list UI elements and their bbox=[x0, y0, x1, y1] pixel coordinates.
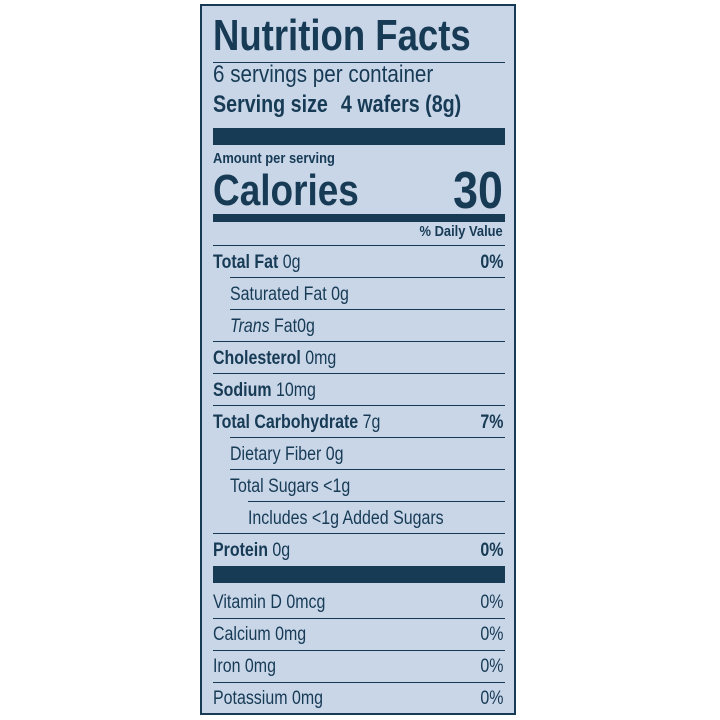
vitamin-row-potassium: Potassium 0mg bbox=[213, 687, 458, 711]
nutrient-name: Total Carbohydrate bbox=[213, 412, 359, 433]
nutrient-amount: 0g bbox=[297, 316, 315, 337]
vitamin-row-iron: Iron 0mg bbox=[213, 655, 458, 679]
medium-divider bbox=[213, 214, 505, 222]
nutrient-amount: 7g bbox=[362, 412, 381, 433]
daily-value: 7% bbox=[479, 412, 503, 433]
thick-divider bbox=[213, 566, 505, 583]
divider bbox=[213, 618, 505, 619]
nutrient-amount: 0g bbox=[331, 284, 349, 305]
vitamin-text: Calcium 0mg bbox=[213, 624, 307, 645]
divider bbox=[213, 533, 505, 534]
nutrient-amount: <1g bbox=[323, 476, 351, 497]
nutrient-row-sodium: Sodium 10mg bbox=[213, 379, 458, 403]
nutrient-name: Cholesterol bbox=[213, 348, 301, 369]
nutrient-name: Sodium bbox=[213, 380, 272, 401]
nutrient-amount: 0g bbox=[282, 252, 301, 273]
divider bbox=[213, 405, 505, 406]
daily-value: 0% bbox=[479, 252, 503, 273]
vitamin-text: Vitamin D 0mcg bbox=[213, 592, 326, 613]
daily-value: 0% bbox=[479, 624, 503, 645]
divider bbox=[213, 245, 505, 246]
divider bbox=[213, 373, 505, 374]
nutrient-row-total-fat: Total Fat 0g bbox=[213, 251, 458, 275]
vitamin-row-calcium: Calcium 0mg bbox=[213, 623, 458, 647]
divider bbox=[213, 682, 505, 683]
nutrient-row-total-sugars: Total Sugars <1g bbox=[230, 475, 475, 499]
daily-value: 0% bbox=[479, 540, 503, 561]
nutrient-row-cholesterol: Cholesterol 0mg bbox=[213, 347, 458, 371]
divider bbox=[213, 650, 505, 651]
calories-value: 30 bbox=[453, 162, 503, 220]
serving-size-value: 4 wafers (8g) bbox=[340, 91, 462, 118]
vitamin-text: Iron 0mg bbox=[213, 656, 276, 677]
nutrient-amount: 0g bbox=[325, 444, 344, 465]
thick-divider bbox=[213, 128, 505, 145]
nutrient-name: Dietary Fiber bbox=[230, 444, 322, 465]
daily-value: 0% bbox=[479, 688, 503, 709]
amount-per-serving: Amount per serving bbox=[213, 150, 335, 167]
divider bbox=[230, 309, 505, 310]
nutrition-facts-panel: Nutrition Facts 6 servings per container… bbox=[200, 4, 516, 715]
vitamin-row-vitamin-d: Vitamin D 0mcg bbox=[213, 591, 458, 615]
nutrient-amount: 0g bbox=[272, 540, 291, 561]
calories-label: Calories bbox=[213, 166, 359, 215]
divider bbox=[230, 469, 505, 470]
daily-value-header: % Daily Value bbox=[419, 223, 503, 240]
nutrient-text: Includes <1g Added Sugars bbox=[248, 508, 444, 529]
servings-per-container: 6 servings per container bbox=[213, 61, 434, 88]
daily-value: 0% bbox=[479, 592, 503, 613]
nutrient-row-trans-fat: Trans Fat0g bbox=[230, 315, 475, 339]
vitamin-text: Potassium 0mg bbox=[213, 688, 324, 709]
serving-size: Serving size 4 wafers (8g) bbox=[213, 91, 500, 119]
nutrient-name: Total Fat bbox=[213, 252, 279, 273]
nutrient-row-saturated-fat: Saturated Fat 0g bbox=[230, 283, 475, 307]
divider bbox=[230, 437, 505, 438]
divider bbox=[248, 501, 505, 502]
nutrient-amount: 0mg bbox=[305, 348, 337, 369]
serving-size-label: Serving size bbox=[213, 91, 328, 118]
nutrient-name: Total Sugars bbox=[230, 476, 319, 497]
nutrition-facts-title: Nutrition Facts bbox=[213, 11, 471, 60]
divider bbox=[230, 277, 505, 278]
nutrient-name: Saturated Fat bbox=[230, 284, 327, 305]
nutrient-row-total-carbohydrate: Total Carbohydrate 7g bbox=[213, 411, 458, 435]
nutrient-row-added-sugars: Includes <1g Added Sugars bbox=[248, 507, 493, 531]
daily-value: 0% bbox=[479, 656, 503, 677]
nutrient-name: Trans bbox=[230, 316, 270, 337]
nutrient-row-dietary-fiber: Dietary Fiber 0g bbox=[230, 443, 475, 467]
divider bbox=[213, 341, 505, 342]
nutrient-name: Protein bbox=[213, 540, 268, 561]
nutrient-name-suffix: Fat bbox=[274, 316, 298, 337]
nutrient-row-protein: Protein 0g bbox=[213, 539, 458, 563]
divider bbox=[213, 62, 505, 63]
nutrient-amount: 10mg bbox=[275, 380, 316, 401]
